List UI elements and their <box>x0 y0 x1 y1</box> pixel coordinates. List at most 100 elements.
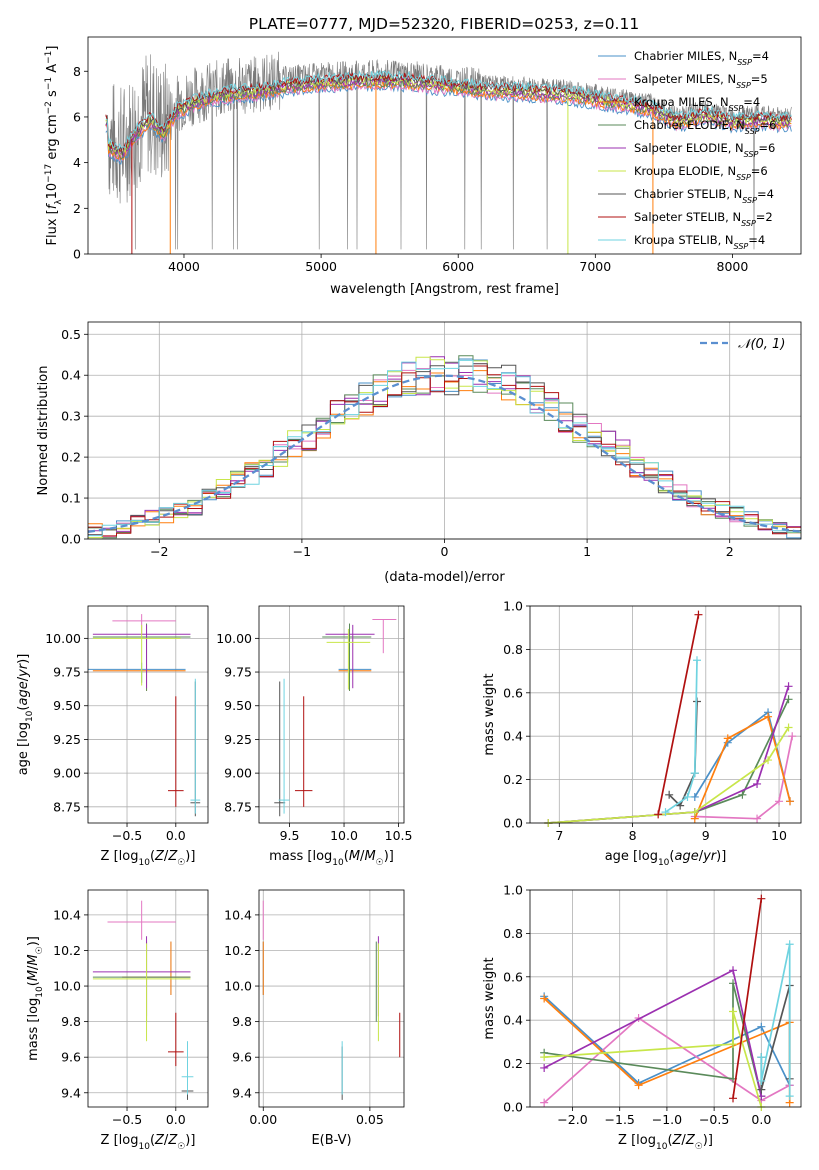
legend-label-3: Chabrier ELODIE, NSSP=6 <box>634 118 776 136</box>
y-tick-label: 0.4 <box>503 1013 523 1028</box>
legend-label-5: Kroupa ELODIE, NSSP=6 <box>634 164 768 182</box>
y-tick-label: 0.2 <box>61 450 81 465</box>
y-tick-label: 10.2 <box>224 943 252 958</box>
series-marker-1 <box>753 814 762 823</box>
x-axis-label: age [log10(age/yr)] <box>605 849 727 868</box>
axes-frame <box>529 889 802 1108</box>
panel-weight-vs-age: 7 8 9 10 0.0 0.2 0.4 0.6 0.8 1.0 age [log10(age/yr… <box>482 599 802 868</box>
x-tick-label: 8000 <box>717 259 749 274</box>
series-marker-4 <box>784 682 793 691</box>
axes-frame <box>87 36 802 255</box>
x-tick-label: 10.0 <box>330 828 358 843</box>
y-tick-label: 0.0 <box>503 1100 523 1115</box>
y-axis-label: mass [log10(M/M☉)] <box>26 936 45 1061</box>
y-tick-label: 0.8 <box>503 642 523 657</box>
axes-frame <box>87 321 802 540</box>
y-tick-label: 10.2 <box>53 943 81 958</box>
series-line-8 <box>760 944 791 1097</box>
chart-title: PLATE=0777, MJD=52320, FIBERID=0253, z=0… <box>249 15 639 33</box>
x-tick-label: −1.0 <box>652 1112 682 1127</box>
y-tick-label: 9.6 <box>232 1050 252 1065</box>
y-axis-label: age [log10(age/yr)] <box>16 654 35 776</box>
series-marker-4 <box>729 966 738 975</box>
series-line-5 <box>544 1011 763 1108</box>
x-axis-label: Z [log10(Z/Z☉)] <box>101 1133 196 1152</box>
x-tick-label: 9.5 <box>280 828 300 843</box>
x-tick-label: 2 <box>726 544 734 559</box>
y-tick-label: 0.6 <box>503 685 523 700</box>
series-marker-7 <box>654 810 663 819</box>
panel-mass-vs-ebv: 0.00 0.05 9.4 9.6 9.8 10.0 10.2 10.4 E(B-V) <box>224 889 405 1148</box>
x-tick-label: −0.5 <box>699 1112 729 1127</box>
x-tick-label: 7000 <box>579 259 611 274</box>
series-marker-5 <box>784 723 793 732</box>
legend-label-2: Kroupa MILES, NSSP=4 <box>634 95 760 113</box>
y-tick-label: 0.8 <box>503 926 523 941</box>
series-marker-2 <box>634 1081 643 1090</box>
series-marker-5 <box>729 1040 738 1049</box>
panel-spectrum: PLATE=0777, MJD=52320, FIBERID=0253, z=0… <box>44 15 802 297</box>
series-marker-8 <box>757 1076 766 1085</box>
x-tick-label: 7 <box>555 828 563 843</box>
x-tick-label: 0 <box>441 544 449 559</box>
y-tick-label: 0 <box>73 247 81 262</box>
series-marker-7 <box>694 610 703 619</box>
series-marker-8 <box>692 656 701 665</box>
x-axis-label: E(B-V) <box>311 1133 351 1148</box>
series-marker-5 <box>764 756 773 765</box>
y-tick-label: 9.8 <box>232 1014 252 1029</box>
series-marker-2 <box>764 712 773 721</box>
legend-label-normal: 𝒩(0, 1) <box>738 337 785 352</box>
panel-mass-vs-Z: −0.5 0.0 9.4 9.6 9.8 10.0 10.2 10.4 Z [log10(Z/Z… <box>26 889 209 1152</box>
legend-label-8: Kroupa STELIB, NSSP=4 <box>634 233 765 251</box>
y-tick-label: 8 <box>73 64 81 79</box>
y-tick-label: 9.75 <box>53 665 81 680</box>
y-tick-label: 10.0 <box>53 979 81 994</box>
x-tick-label: 4000 <box>168 259 200 274</box>
normal-curve <box>88 374 801 533</box>
series-marker-8 <box>785 1092 794 1101</box>
series-line-6 <box>760 985 791 1090</box>
y-tick-label: 9.25 <box>53 732 81 747</box>
x-tick-label: 9 <box>702 828 710 843</box>
y-axis-label: mass weight <box>482 957 497 1039</box>
x-tick-label: 6000 <box>442 259 474 274</box>
series-marker-8 <box>785 940 794 949</box>
model-spectrum-8 <box>105 69 792 151</box>
x-axis-label: Z [log10(Z/Z☉)] <box>618 1133 713 1152</box>
series-marker-3 <box>784 695 793 704</box>
y-tick-label: 9.75 <box>224 665 252 680</box>
y-axis-label: mass weight <box>482 673 497 755</box>
histogram-6 <box>88 363 801 536</box>
series-marker-8 <box>690 769 699 778</box>
y-tick-label: 0.2 <box>503 1056 523 1071</box>
y-tick-label: 9.50 <box>53 698 81 713</box>
y-tick-label: 0.0 <box>61 532 81 547</box>
series-marker-1 <box>540 1098 549 1107</box>
panel-weight-vs-Z: −2.0 −1.5 −1.0 −0.5 0.0 0.0 0.2 0.4 0.6 0.8 1.0 Z [… <box>482 883 802 1152</box>
y-tick-label: 4 <box>73 155 81 170</box>
series-line-0 <box>543 995 791 1086</box>
series-marker-5 <box>690 808 699 817</box>
series-line-7 <box>732 898 763 1099</box>
legend-label-6: Chabrier STELIB, NSSP=4 <box>634 187 774 205</box>
panel-age-vs-Z: −0.5 0.0 8.75 9.00 9.25 9.50 9.75 10.00 Z [log10… <box>16 605 209 868</box>
x-tick-label: 0.0 <box>166 1112 186 1127</box>
series-marker-6 <box>665 790 674 799</box>
y-axis-label: Flux [fλ10−17 erg cm−2 s−1 A−1] <box>44 46 64 246</box>
y-tick-label: 9.4 <box>61 1085 81 1100</box>
x-tick-label: −1 <box>293 544 311 559</box>
series-marker-0 <box>690 792 699 801</box>
y-axis-label: Normed distribution <box>36 366 51 496</box>
series-marker-4 <box>753 779 762 788</box>
legend-label-0: Chabrier MILES, NSSP=4 <box>634 49 769 67</box>
x-tick-label: 0.00 <box>249 1112 277 1127</box>
series-marker-7 <box>757 894 766 903</box>
series-marker-3 <box>738 790 747 799</box>
x-tick-label: 8 <box>629 828 637 843</box>
x-axis-label: (data-model)/error <box>384 570 505 585</box>
y-tick-label: 0.5 <box>61 327 81 342</box>
y-tick-label: 10.00 <box>216 631 252 646</box>
x-tick-label: −0.5 <box>112 828 142 843</box>
series-line-4 <box>548 686 790 824</box>
